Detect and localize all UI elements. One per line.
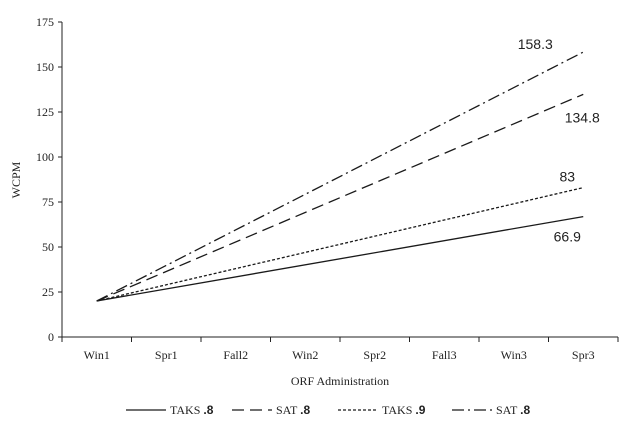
x-tick-label: Spr3 [572, 348, 595, 362]
y-tick-label: 125 [36, 105, 54, 119]
x-tick-label: Fall2 [223, 348, 248, 362]
x-tick-label: Win1 [84, 348, 110, 362]
series-line [96, 215, 584, 302]
legend-entry: TAKS .9 [382, 403, 426, 417]
x-axis-ticks: Win1 Spr1 Fall2 Win2 Spr2 Fall3 Win3 Spr3 [61, 337, 619, 362]
y-tick-label: 50 [42, 240, 54, 254]
end-labels: 66.9 134.8 83 158.3 [518, 36, 600, 245]
series-end-label: 83 [559, 169, 575, 185]
y-tick-label: 25 [42, 285, 54, 299]
x-tick-label: Fall3 [432, 348, 457, 362]
legend-entry: SAT .8 [276, 403, 310, 417]
y-tick-label: 175 [36, 15, 54, 29]
x-tick-label: Win3 [501, 348, 527, 362]
x-axis-title: ORF Administration [291, 374, 389, 388]
plot-area: 0 25 50 75 100 125 150 175 Win1 Spr1 Fall2 Win2 Spr… [36, 15, 619, 362]
series-line [96, 51, 584, 302]
y-tick-label: 100 [36, 150, 54, 164]
series-end-label: 66.9 [554, 229, 581, 245]
legend-entry: SAT .8 [496, 403, 530, 417]
y-axis-title: WCPM [9, 161, 23, 198]
x-tick-label: Spr1 [155, 348, 178, 362]
series-end-label: 134.8 [565, 109, 600, 125]
legend: TAKS .8 SAT .8 TAKS .9 SAT .8 [126, 403, 530, 417]
y-tick-label: 75 [42, 195, 54, 209]
y-axis-ticks: 0 25 50 75 100 125 150 175 [36, 15, 62, 344]
y-tick-label: 150 [36, 60, 54, 74]
legend-entry: TAKS .8 [170, 403, 214, 417]
series-lines [96, 51, 584, 302]
series-end-label: 158.3 [518, 36, 553, 52]
series-line [96, 186, 584, 302]
series-line [96, 93, 584, 302]
x-tick-label: Win2 [292, 348, 318, 362]
x-tick-label: Spr2 [363, 348, 386, 362]
y-tick-label: 0 [48, 330, 54, 344]
